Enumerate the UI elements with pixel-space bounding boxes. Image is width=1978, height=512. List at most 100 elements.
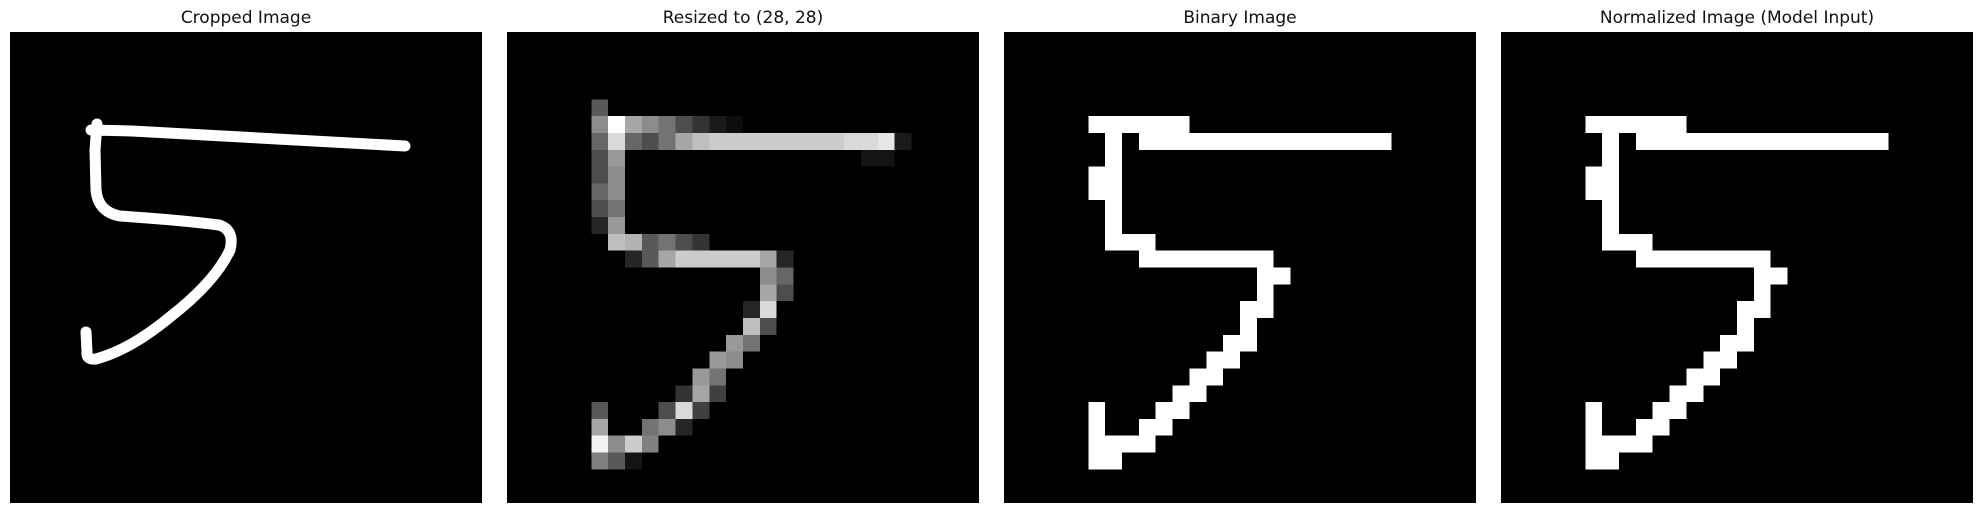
pixel	[1122, 435, 1139, 453]
pixel	[1652, 116, 1670, 133]
pixel	[1703, 250, 1721, 268]
pixel	[1652, 250, 1670, 268]
pixel	[1669, 132, 1687, 150]
pixel	[692, 132, 710, 150]
pixel	[743, 250, 760, 268]
pixel	[625, 132, 642, 150]
pixel	[658, 418, 676, 436]
pixel	[1189, 368, 1207, 386]
pixel	[776, 250, 794, 268]
pixel	[1619, 233, 1636, 251]
panel-title: Resized to (28, 28)	[662, 8, 824, 28]
pixel	[1155, 418, 1173, 436]
pixel	[1138, 116, 1156, 133]
pixel	[776, 284, 794, 302]
pixel	[1619, 116, 1636, 133]
pixel	[591, 402, 609, 419]
pixel	[641, 418, 659, 436]
normalized-image	[1501, 32, 1973, 503]
pixel	[709, 250, 727, 268]
pixel	[1256, 267, 1274, 285]
pixel	[1635, 418, 1653, 436]
pixel	[641, 250, 659, 268]
pixel	[1703, 132, 1721, 150]
pixel	[591, 99, 609, 117]
pixel	[1105, 435, 1122, 453]
pixel	[1737, 317, 1754, 335]
pixel	[591, 435, 609, 453]
pixel	[793, 132, 811, 150]
pixel	[877, 132, 895, 150]
pixel	[591, 200, 609, 218]
pixel	[1737, 334, 1754, 352]
pixel	[1871, 132, 1889, 150]
pixel	[1105, 166, 1122, 184]
pixel	[1737, 132, 1754, 150]
pixel	[1206, 250, 1224, 268]
pixel	[1737, 301, 1754, 318]
pixel	[1720, 351, 1737, 369]
pixel	[1240, 317, 1257, 335]
pixel	[1105, 233, 1122, 251]
pixel	[625, 452, 642, 470]
pixel	[1602, 166, 1619, 184]
pixel	[675, 233, 693, 251]
pixel	[1273, 132, 1291, 150]
pixel	[1686, 385, 1704, 403]
pixel	[1189, 250, 1207, 268]
resized-image	[507, 32, 979, 503]
pixel	[743, 301, 760, 318]
pixel	[1652, 132, 1670, 150]
pixel	[1602, 183, 1619, 201]
pixel	[591, 217, 609, 234]
pixel	[1753, 132, 1771, 150]
pixel	[591, 183, 609, 201]
pixel	[776, 132, 794, 150]
pixel	[591, 418, 609, 436]
pixel	[641, 132, 659, 150]
pixel	[1635, 435, 1653, 453]
pixel	[709, 368, 727, 386]
pixel	[1155, 250, 1173, 268]
pixel	[1307, 132, 1325, 150]
pixel	[1720, 250, 1737, 268]
pixel	[675, 385, 693, 403]
pixel	[1223, 351, 1240, 369]
pixel	[1206, 351, 1224, 369]
pixel	[1223, 334, 1240, 352]
pixel	[1273, 267, 1291, 285]
pixel	[1753, 301, 1771, 318]
pixel	[1256, 250, 1274, 268]
pixel	[1635, 132, 1653, 150]
pixel	[1686, 368, 1704, 386]
pixel	[1172, 402, 1190, 419]
pixel	[776, 267, 794, 285]
pixel	[1105, 183, 1122, 201]
pixel	[1358, 132, 1375, 150]
pixel	[743, 132, 760, 150]
pixel	[1374, 132, 1392, 150]
pixel	[675, 402, 693, 419]
binary-pixel-grid	[1088, 116, 1392, 470]
pixel	[726, 334, 743, 352]
pixel	[759, 284, 777, 302]
pixel	[1240, 132, 1257, 150]
pixel	[1821, 132, 1839, 150]
pixel	[1602, 132, 1619, 150]
pixel	[675, 418, 693, 436]
pixel	[1172, 250, 1190, 268]
pixel	[658, 132, 676, 150]
pixel	[1223, 250, 1240, 268]
pixel	[625, 116, 642, 133]
pixel	[1088, 166, 1106, 184]
pixel	[1206, 368, 1224, 386]
pixel	[1341, 132, 1358, 150]
pixel	[1602, 116, 1619, 133]
pixel	[608, 200, 625, 218]
pixel	[1240, 301, 1257, 318]
pixel	[1088, 116, 1106, 133]
pixel	[759, 267, 777, 285]
pixel	[591, 116, 609, 133]
pixel	[1602, 200, 1619, 218]
pixel	[608, 452, 625, 470]
